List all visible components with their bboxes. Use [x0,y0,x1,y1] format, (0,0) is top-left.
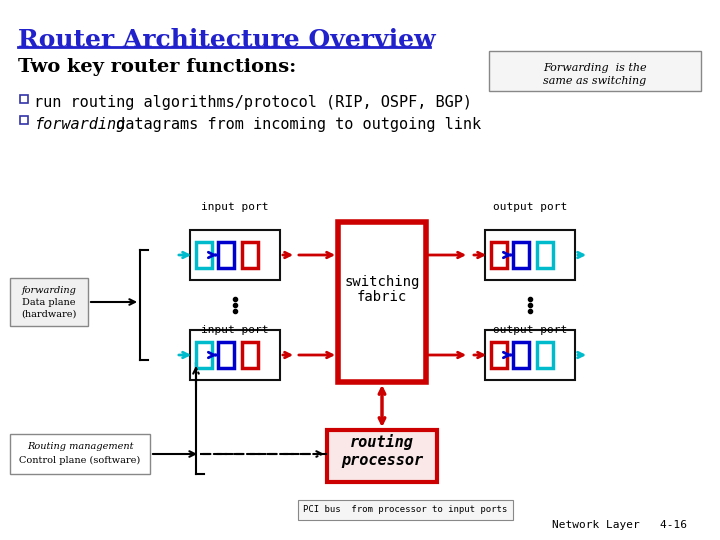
Bar [537,342,553,368]
Bar [485,330,575,380]
Bar [298,500,513,520]
Bar [485,230,575,280]
Bar [491,342,507,368]
Bar [20,95,28,103]
Bar [242,242,258,268]
Text: Network Layer   4-16: Network Layer 4-16 [552,520,688,530]
Bar [537,242,553,268]
Bar [491,242,507,268]
Text: Forwarding  is the: Forwarding is the [543,63,647,73]
Bar [196,342,212,368]
Text: output port: output port [493,325,567,335]
Text: Router Architecture Overview: Router Architecture Overview [18,28,436,52]
Text: Data plane: Data plane [22,298,76,307]
Bar [242,342,258,368]
Text: forwarding: forwarding [34,117,125,132]
Text: output port: output port [493,202,567,212]
Bar [196,242,212,268]
Bar [218,242,234,268]
Text: PCI bus  from processor to input ports: PCI bus from processor to input ports [303,505,508,515]
Text: datagrams from incoming to outgoing link: datagrams from incoming to outgoing link [107,117,481,132]
Bar [20,116,28,124]
Text: run routing algorithms/protocol (RIP, OSPF, BGP): run routing algorithms/protocol (RIP, OS… [34,96,472,111]
Text: fabric: fabric [357,290,407,304]
Text: same as switching: same as switching [544,76,647,86]
Bar [327,430,437,482]
Bar [513,242,529,268]
Text: Routing management: Routing management [27,442,133,451]
Text: processor: processor [341,453,423,468]
Text: Control plane (software): Control plane (software) [19,456,140,465]
Text: routing: routing [350,434,414,450]
Text: forwarding: forwarding [22,286,76,295]
Bar [10,278,88,326]
Bar [10,434,150,474]
Text: input port: input port [202,325,269,335]
Bar [513,342,529,368]
Text: switching: switching [344,275,420,289]
Bar [338,222,426,382]
Text: input port: input port [202,202,269,212]
Text: Two key router functions:: Two key router functions: [18,58,296,76]
Bar [190,330,280,380]
Bar [218,342,234,368]
FancyBboxPatch shape [489,51,701,91]
Text: (hardware): (hardware) [22,310,77,319]
Bar [190,230,280,280]
